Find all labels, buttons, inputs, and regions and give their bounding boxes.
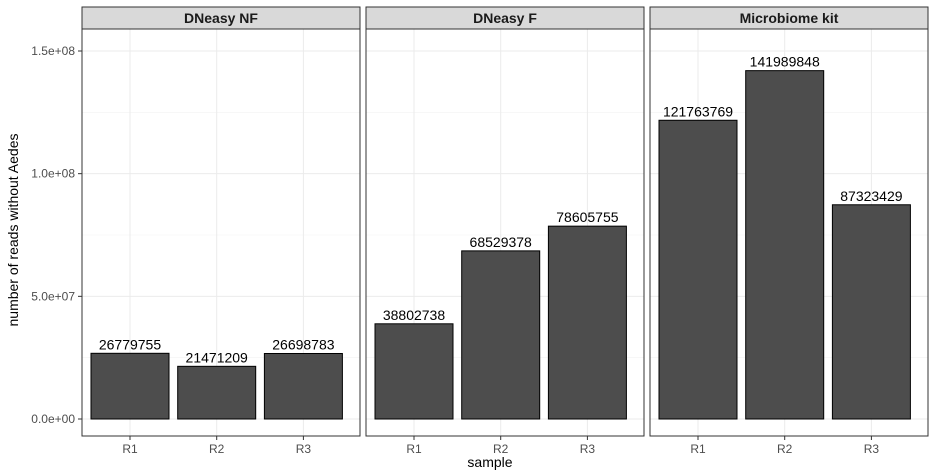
panel-border: [365, 28, 645, 437]
facet-panel: DNeasy F 38802738 68529378 78605755 R1 R2 R3: [365, 6, 645, 456]
bar-value-label: 78605755: [556, 209, 619, 225]
x-axis-title: sample: [467, 454, 512, 470]
x-tick-label: R1: [406, 442, 422, 456]
bar-value-label: 38802738: [383, 307, 446, 323]
x-tick-label: R2: [209, 442, 225, 456]
bar: [547, 225, 627, 420]
y-tick-label: 1.0e+08: [31, 167, 75, 181]
bar: [374, 323, 454, 420]
facet-title: DNeasy NF: [184, 10, 258, 26]
facet-title: Microbiome kit: [740, 10, 839, 26]
x-tick-label: R3: [864, 442, 880, 456]
y-tick-label: 1.5e+08: [31, 44, 75, 58]
facet-panel: DNeasy NF 26779755 21471209 26698783 R1 R2 R3: [81, 6, 361, 456]
bar-value-label: 121763769: [663, 103, 733, 119]
y-axis-title: number of reads without Aedes: [5, 133, 21, 326]
x-tick-label: R3: [296, 442, 312, 456]
y-tick-label: 0.0e+00: [31, 412, 75, 426]
panel-border: [649, 28, 929, 437]
bar: [90, 352, 170, 420]
bar: [461, 250, 541, 420]
bar: [831, 204, 911, 420]
x-tick-label: R2: [777, 442, 793, 456]
x-tick-label: R1: [690, 442, 706, 456]
panel-border: [81, 28, 361, 437]
y-tick-label: 5.0e+07: [31, 289, 75, 303]
facet-panel: Microbiome kit 121763769 141989848 87323429…: [649, 6, 929, 456]
bar-value-label: 68529378: [470, 234, 533, 250]
bar-value-label: 87323429: [840, 188, 903, 204]
bar: [658, 119, 738, 420]
bar: [745, 70, 825, 420]
x-tick-label: R1: [122, 442, 138, 456]
y-axis: 0.0e+00 5.0e+07 1.0e+08 1.5e+08: [31, 44, 82, 426]
bar: [177, 365, 257, 420]
bar-value-label: 26779755: [99, 336, 162, 352]
x-tick-label: R2: [493, 442, 509, 456]
bar-value-label: 141989848: [750, 54, 820, 70]
bar-value-label: 21471209: [186, 349, 249, 365]
bar: [263, 352, 343, 420]
bar-value-label: 26698783: [272, 336, 335, 352]
facet-title: DNeasy F: [473, 10, 537, 26]
x-tick-label: R3: [580, 442, 596, 456]
